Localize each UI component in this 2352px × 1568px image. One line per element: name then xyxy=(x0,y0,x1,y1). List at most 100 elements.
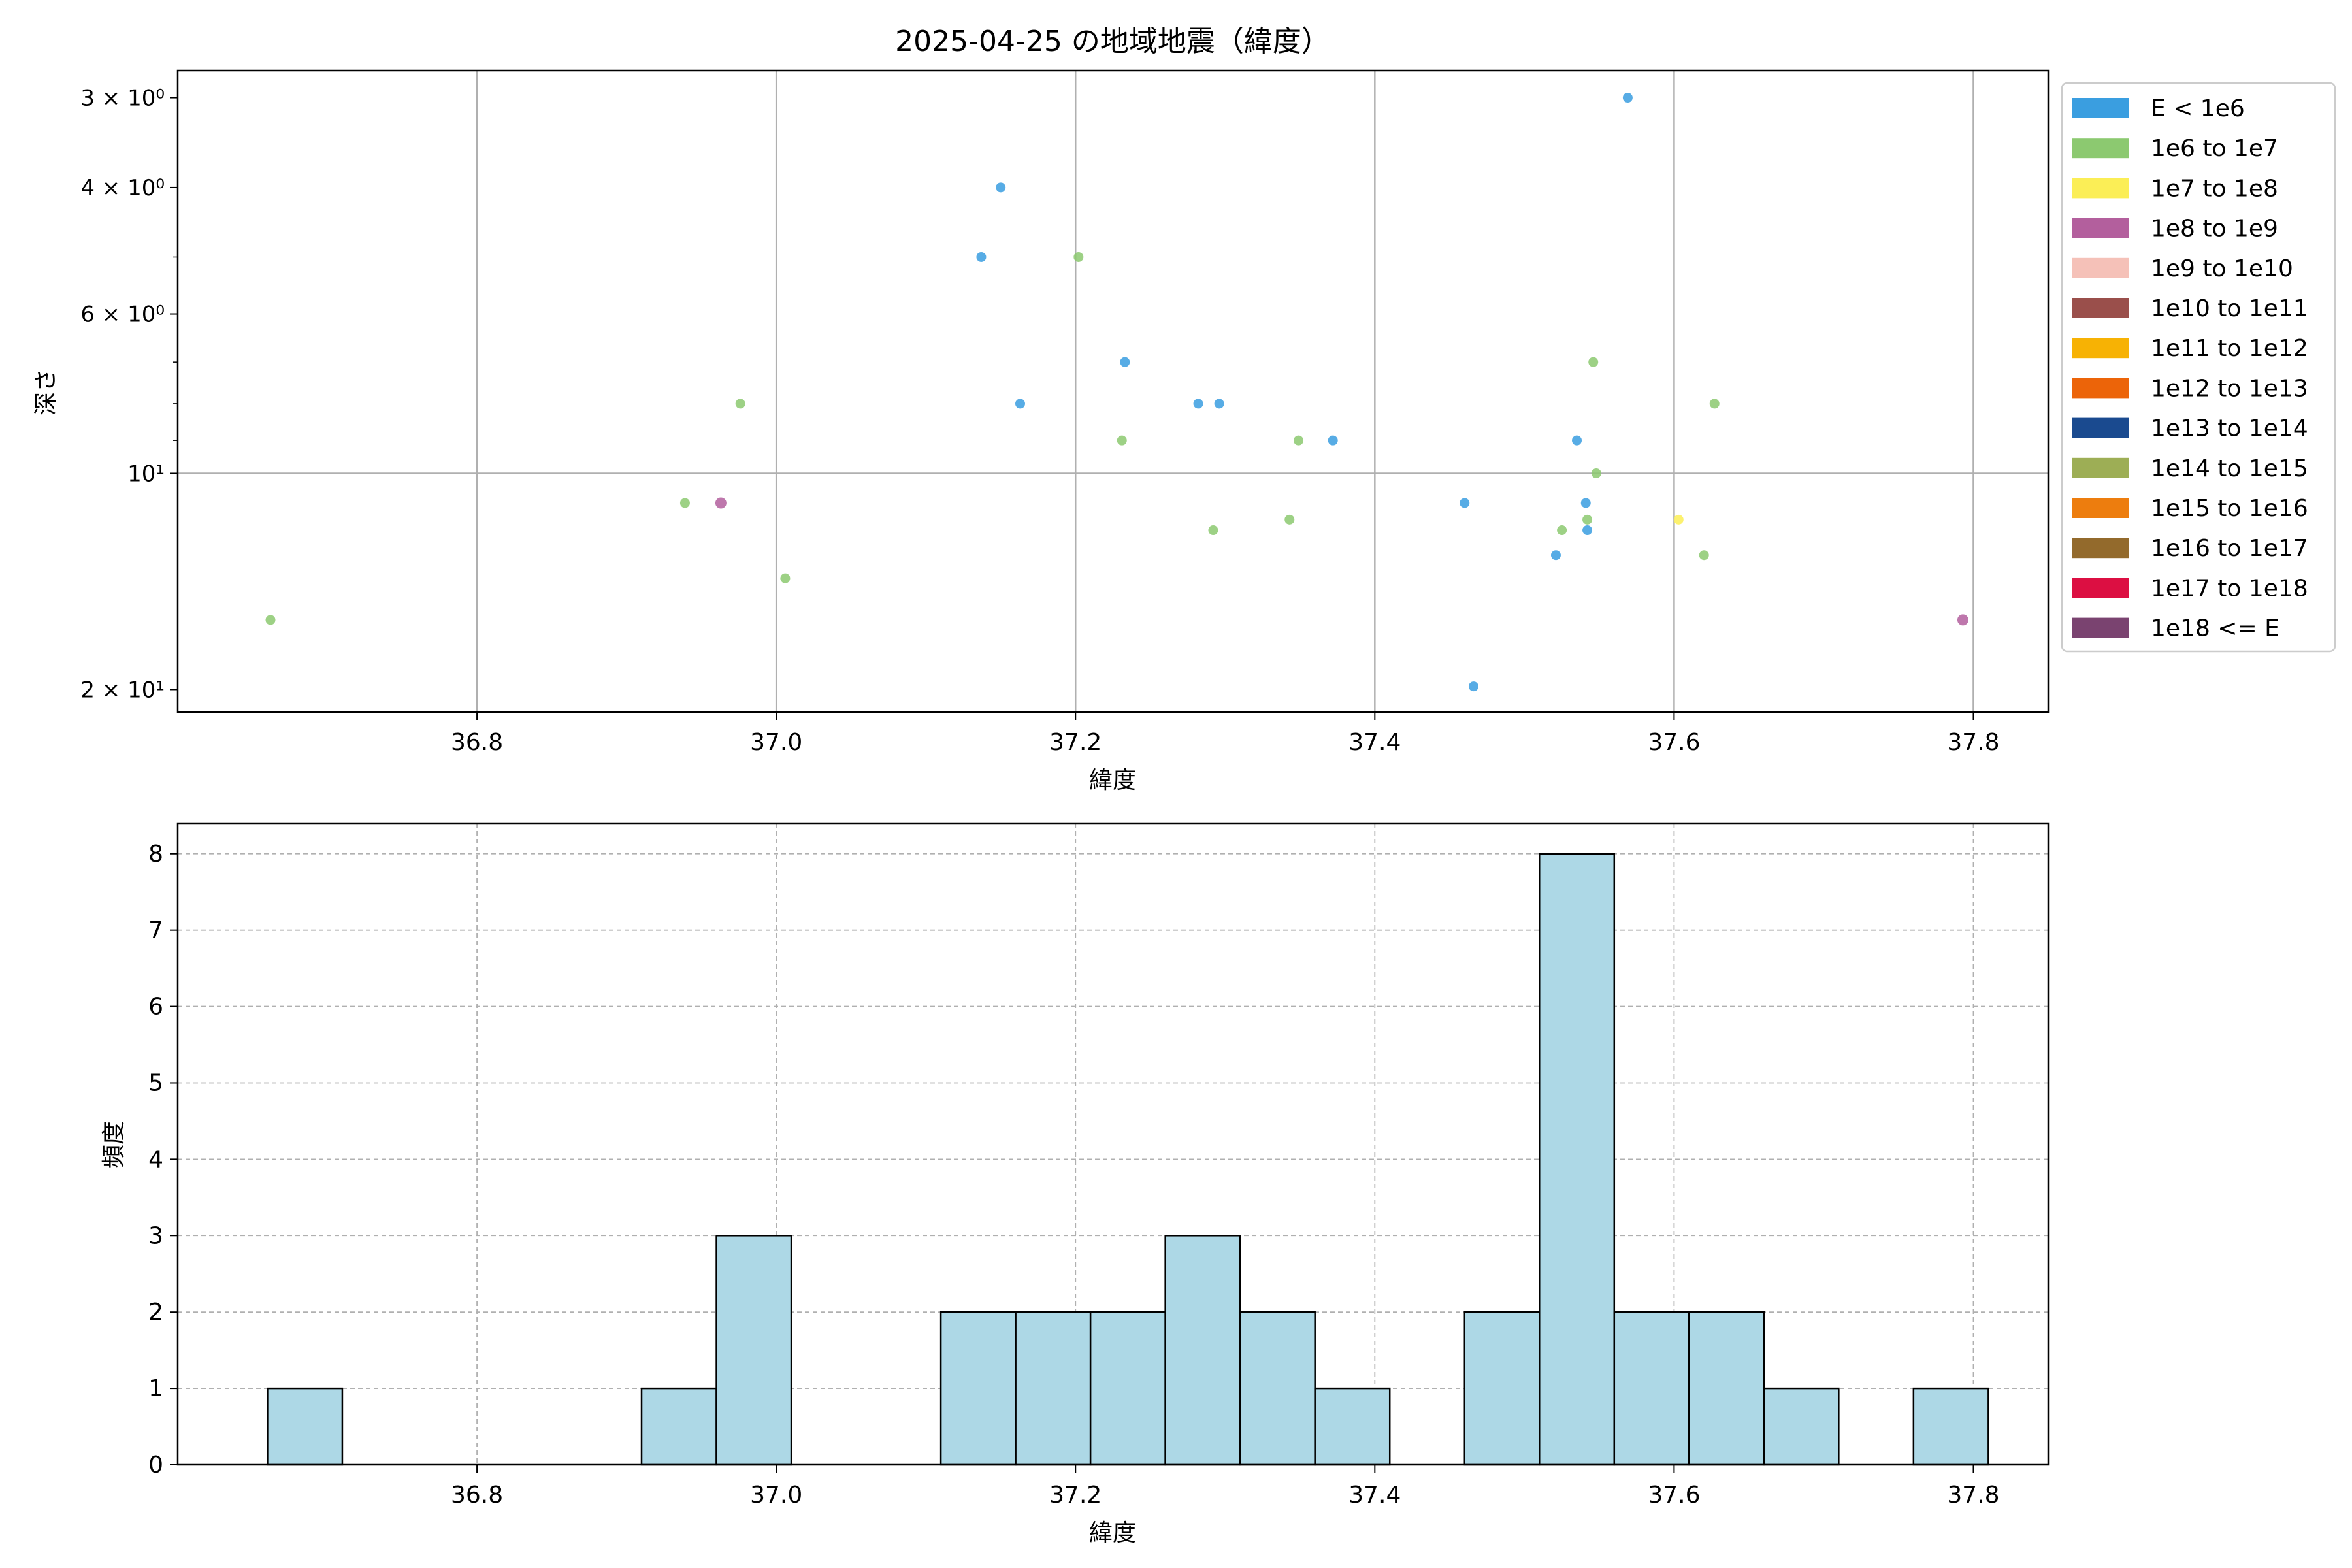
scatter-x-tick-label: 37.6 xyxy=(1648,729,1700,756)
scatter-point xyxy=(1699,550,1709,561)
scatter-point xyxy=(1572,435,1582,446)
scatter-point xyxy=(1582,525,1593,536)
legend-label: 1e9 to 1e10 xyxy=(2151,255,2293,282)
histogram-bar xyxy=(1613,1311,1690,1466)
scatter-y-axis-label: 深さ xyxy=(33,368,59,416)
scatter-y-tick-label: 4 × 10⁰ xyxy=(80,175,165,201)
histogram-y-tick-label: 6 xyxy=(148,994,163,1021)
legend-label: 1e15 to 1e16 xyxy=(2151,495,2308,522)
histogram-y-tick-label: 4 xyxy=(148,1146,163,1173)
scatter-y-tick-label: 2 × 10¹ xyxy=(80,677,165,703)
histogram-y-tick-label: 5 xyxy=(148,1070,163,1096)
scatter-point xyxy=(1557,525,1567,536)
legend-label: 1e14 to 1e15 xyxy=(2151,455,2308,482)
histogram-bar xyxy=(1239,1311,1316,1466)
histogram-bar xyxy=(267,1387,344,1466)
scatter-x-tick-label: 37.8 xyxy=(1947,729,1999,756)
legend-label: E < 1e6 xyxy=(2151,95,2245,122)
histogram-y-tick-label: 1 xyxy=(148,1375,163,1402)
legend-swatch xyxy=(2072,617,2129,638)
scatter-x-tick-label: 37.4 xyxy=(1348,729,1401,756)
scatter-x-axis-label: 緯度 xyxy=(1089,767,1136,794)
histogram-y-tick-label: 7 xyxy=(148,917,163,944)
scatter-points xyxy=(265,93,1968,692)
scatter-x-ticks: 36.8 37.0 37.2 37.4 37.6 37.8 xyxy=(451,712,2000,756)
scatter-point xyxy=(1580,498,1591,508)
scatter-point xyxy=(1673,514,1684,525)
legend-swatch xyxy=(2072,298,2129,318)
histogram-x-tick-label: 37.0 xyxy=(750,1482,802,1509)
scatter-x-tick-label: 36.8 xyxy=(451,729,503,756)
scatter-point xyxy=(1957,614,1968,626)
histogram-y-ticks: 0 1 2 3 4 5 6 7 8 xyxy=(148,841,178,1478)
scatter-point xyxy=(1073,252,1084,262)
histogram-x-tick-label: 37.4 xyxy=(1348,1482,1401,1509)
histogram-y-tick-label: 8 xyxy=(148,841,163,868)
histogram-x-tick-label: 36.8 xyxy=(451,1482,503,1509)
histogram-bar xyxy=(1688,1311,1765,1466)
legend-swatch xyxy=(2072,338,2129,359)
scatter-point xyxy=(1193,399,1203,409)
scatter-y-tick-label: 6 × 10⁰ xyxy=(80,302,165,328)
histogram-x-axis-label: 緯度 xyxy=(1089,1520,1136,1546)
histogram-bar xyxy=(939,1311,1017,1466)
histogram-x-ticks: 36.8 37.0 37.2 37.4 37.6 37.8 xyxy=(451,1465,2000,1509)
scatter-y-tick-label: 3 × 10⁰ xyxy=(80,86,165,112)
scatter-point xyxy=(1214,399,1224,409)
legend-label: 1e12 to 1e13 xyxy=(2151,375,2308,402)
histogram-x-tick-label: 37.8 xyxy=(1947,1482,1999,1509)
legend-label: 1e6 to 1e7 xyxy=(2151,135,2278,162)
histogram-panel: 36.8 37.0 37.2 37.4 37.6 37.8 0 1 2 3 4 5 6 7 8 緯度 頻度 xyxy=(101,822,2050,1546)
scatter-point xyxy=(1468,681,1478,692)
histogram-bar xyxy=(1912,1387,1989,1466)
chart-title: 2025-04-25 の地域地震（緯度） xyxy=(895,25,1330,58)
histogram-bar xyxy=(1763,1387,1840,1466)
histogram-bars xyxy=(267,853,1989,1466)
scatter-point xyxy=(1622,93,1633,103)
legend-swatch xyxy=(2072,218,2129,238)
legend-label: 1e16 to 1e17 xyxy=(2151,535,2308,562)
legend-swatch xyxy=(2072,98,2129,118)
scatter-point xyxy=(1550,550,1561,561)
histogram-y-axis-label: 頻度 xyxy=(101,1121,127,1168)
scatter-y-ticks: 3 × 10⁰ 4 × 10⁰ 6 × 10⁰ 10¹ 2 × 10¹ xyxy=(80,86,178,703)
scatter-point xyxy=(1709,399,1720,409)
scatter-x-tick-label: 37.0 xyxy=(750,729,802,756)
scatter-point xyxy=(1328,435,1338,446)
scatter-point xyxy=(1208,525,1218,536)
histogram-bar xyxy=(1539,853,1616,1466)
scatter-point xyxy=(996,182,1006,193)
scatter-panel: 36.8 37.0 37.2 37.4 37.6 37.8 3 × 10⁰ 4 × 10⁰ 6… xyxy=(33,69,2336,794)
legend-items: E < 1e6 1e6 to 1e7 1e7 to 1e8 1e8 to 1e9 1e9… xyxy=(2072,95,2308,642)
scatter-point xyxy=(780,573,791,583)
scatter-point xyxy=(1117,435,1127,446)
legend-label: 1e10 to 1e11 xyxy=(2151,295,2308,322)
legend: E < 1e6 1e6 to 1e7 1e7 to 1e8 1e8 to 1e9 1e9… xyxy=(2061,82,2336,653)
histogram-y-tick-label: 0 xyxy=(148,1452,163,1478)
legend-label: 1e7 to 1e8 xyxy=(2151,175,2278,202)
histogram-plot-frame xyxy=(176,822,2050,1466)
histogram-bar xyxy=(640,1387,717,1466)
legend-label: 1e18 <= E xyxy=(2151,615,2279,642)
scatter-point xyxy=(1588,357,1599,367)
legend-swatch xyxy=(2072,138,2129,159)
scatter-y-tick-label: 10¹ xyxy=(127,461,165,487)
histogram-bar xyxy=(715,1235,792,1466)
legend-swatch xyxy=(2072,498,2129,518)
histogram-x-tick-label: 37.2 xyxy=(1049,1482,1102,1509)
histogram-bar xyxy=(1314,1387,1391,1466)
legend-swatch xyxy=(2072,257,2129,278)
legend-swatch xyxy=(2072,538,2129,559)
scatter-point xyxy=(1120,357,1130,367)
scatter-point xyxy=(1591,468,1601,478)
scatter-point xyxy=(1294,435,1304,446)
scatter-point xyxy=(265,615,276,625)
legend-label: 1e8 to 1e9 xyxy=(2151,216,2278,242)
scatter-point xyxy=(1015,399,1025,409)
histogram-bar xyxy=(1015,1311,1092,1466)
scatter-point xyxy=(715,497,727,509)
legend-label: 1e13 to 1e14 xyxy=(2151,416,2308,442)
scatter-point xyxy=(1284,514,1295,525)
legend-swatch xyxy=(2072,417,2129,438)
histogram-y-tick-label: 2 xyxy=(148,1299,163,1326)
